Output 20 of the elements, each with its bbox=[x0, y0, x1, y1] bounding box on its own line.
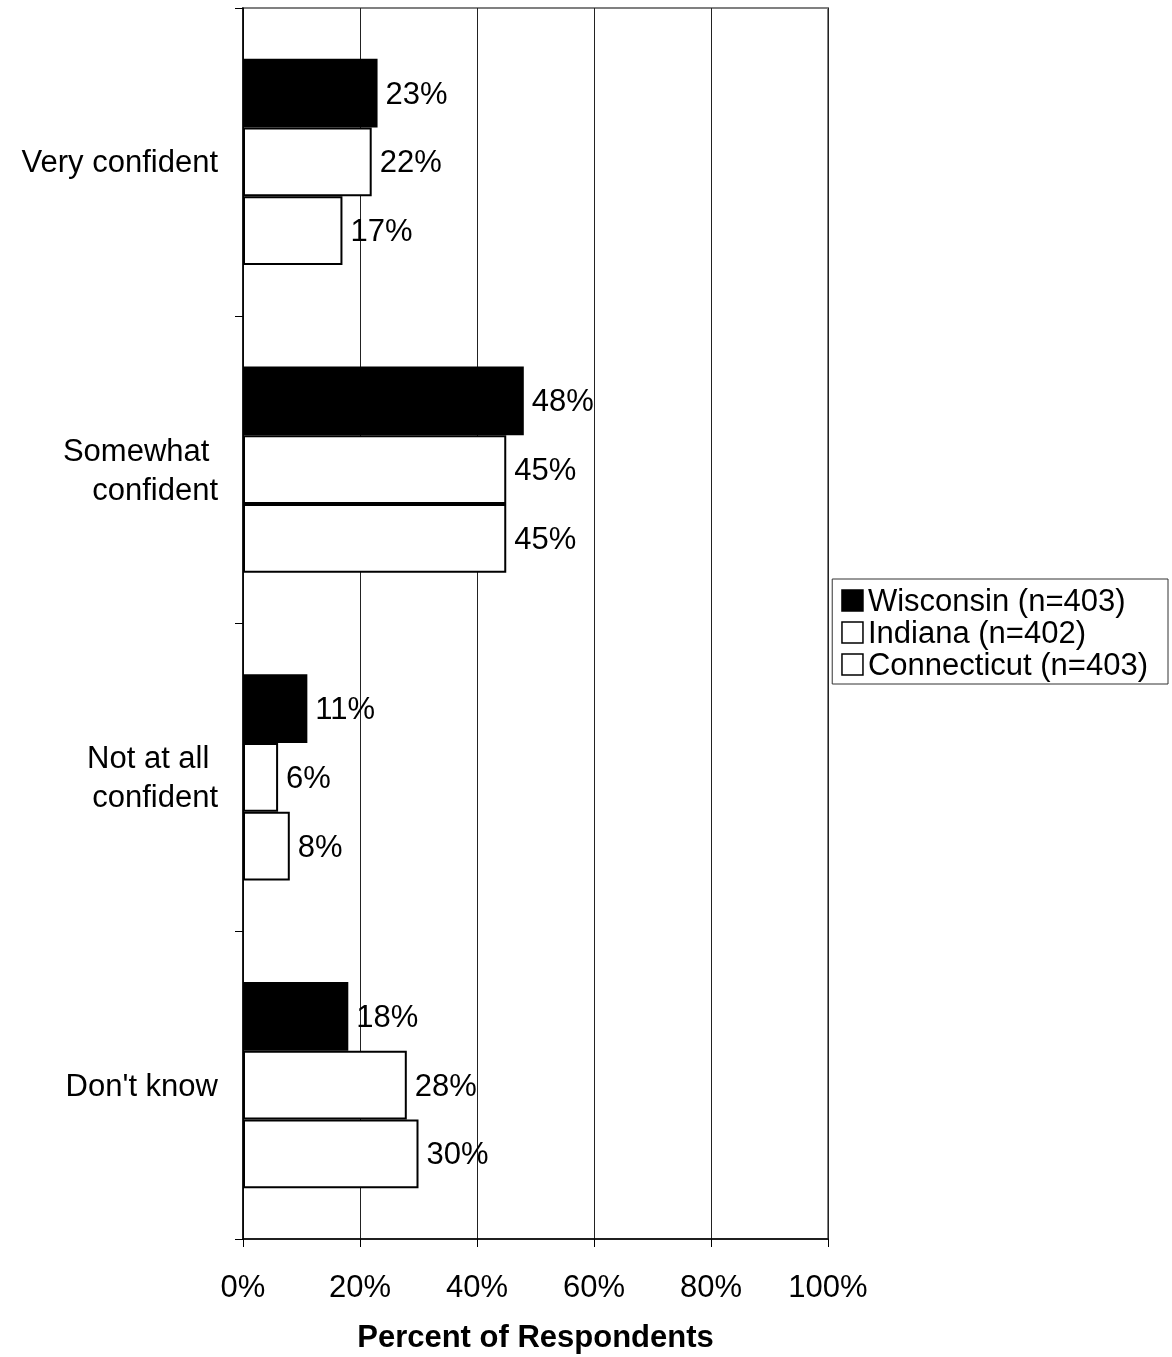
data-label: 22% bbox=[379, 144, 442, 180]
data-label: 45% bbox=[514, 520, 577, 556]
x-tick-label: 20% bbox=[328, 1269, 392, 1304]
y-tick-label: Very confident bbox=[21, 144, 219, 180]
data-label: 23% bbox=[385, 75, 448, 111]
data-label: 48% bbox=[531, 383, 594, 419]
data-label: 6% bbox=[286, 759, 331, 795]
y-tick-label: Don't know bbox=[65, 1067, 219, 1103]
x-tick-label: 0% bbox=[220, 1269, 266, 1304]
x-axis-title: Percent of Respondents bbox=[357, 1319, 714, 1354]
legend-label: Wisconsin (n=403) bbox=[867, 583, 1126, 618]
x-tick-label: 100% bbox=[788, 1269, 868, 1304]
x-tick-label: 40% bbox=[445, 1269, 509, 1304]
data-label: 45% bbox=[514, 452, 577, 488]
y-tick-label: Somewhat confident bbox=[62, 432, 219, 507]
x-tick-label: 60% bbox=[562, 1269, 626, 1304]
data-label: 28% bbox=[414, 1067, 477, 1103]
x-tick-label: 80% bbox=[679, 1269, 743, 1304]
data-label: 8% bbox=[297, 828, 343, 864]
y-tick-label: Not at all confident bbox=[87, 740, 219, 815]
